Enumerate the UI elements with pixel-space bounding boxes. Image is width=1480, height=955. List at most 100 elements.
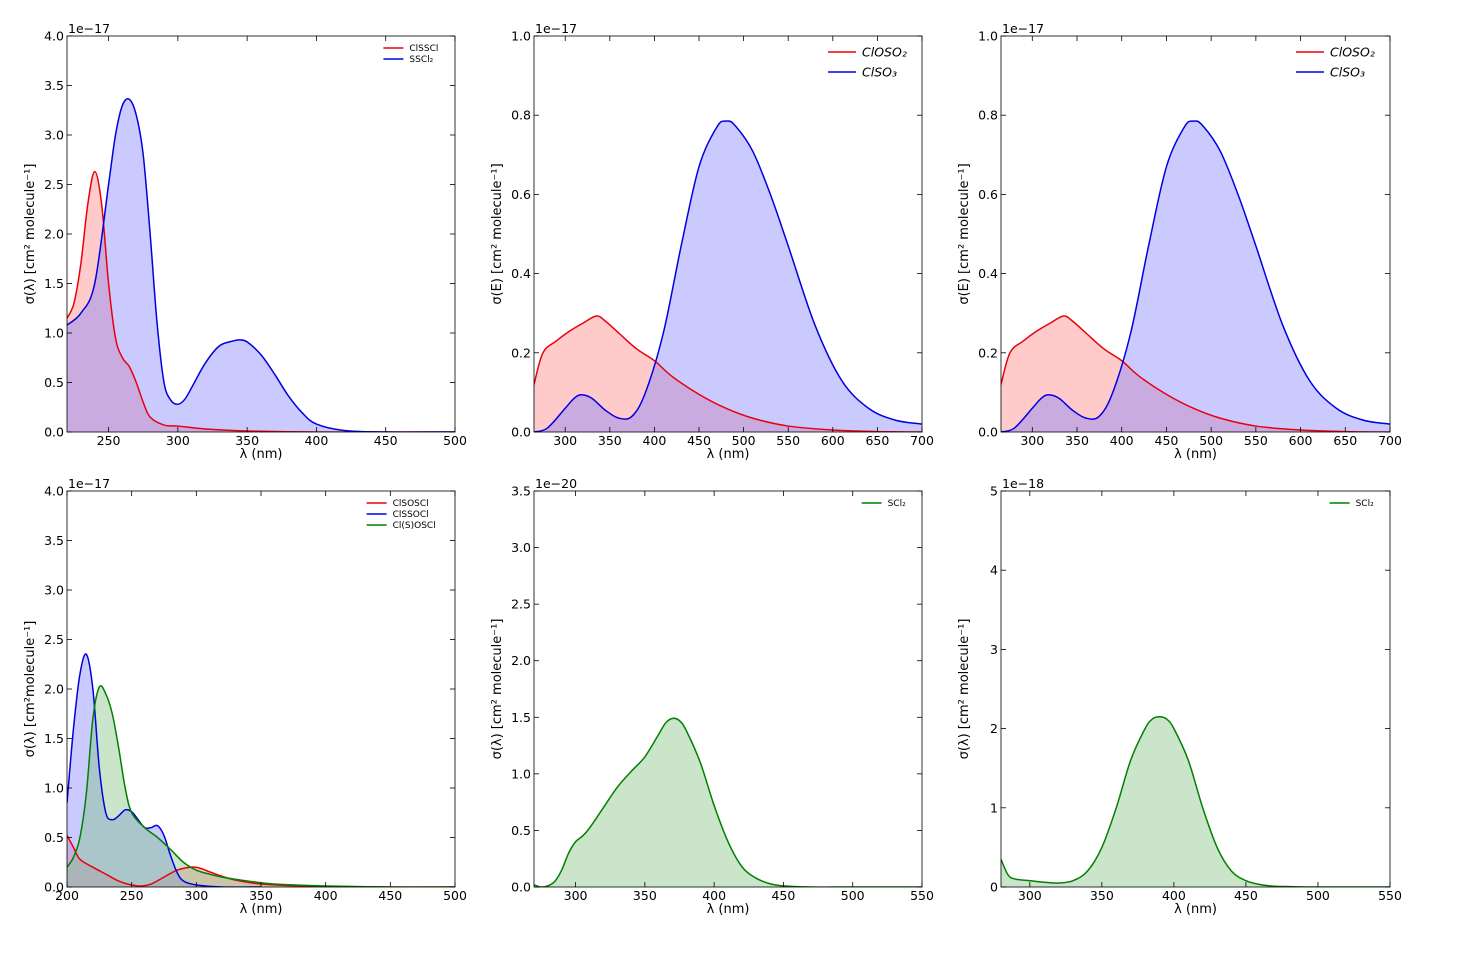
y-offset-label: 1e−18 <box>1002 476 1044 491</box>
x-tick-label: 300 <box>553 433 577 448</box>
x-axis-label: λ (nm) <box>240 447 283 462</box>
x-tick-label: 350 <box>633 888 657 903</box>
legend-entry: ClSO₃ <box>862 65 897 80</box>
y-axis-label: σ(λ) [cm²molecule⁻¹] <box>23 621 38 758</box>
series-area-1 <box>67 171 455 432</box>
y-tick-label: 0.4 <box>978 266 998 281</box>
x-tick-label: 450 <box>771 888 795 903</box>
y-tick-label: 1.5 <box>44 276 64 291</box>
legend-entry: ClSSOCl <box>393 510 429 520</box>
series-line-3 <box>67 684 455 887</box>
y-tick-label: 1.0 <box>44 781 64 796</box>
x-tick-label: 300 <box>564 888 588 903</box>
y-tick-label: 1.5 <box>511 710 531 725</box>
x-tick-label: 500 <box>1306 888 1330 903</box>
legend-entry: ClOSO₂ <box>862 45 907 60</box>
y-axis-label: σ(λ) [cm² molecule⁻¹] <box>490 619 505 760</box>
y-offset-label: 1e−17 <box>68 21 110 36</box>
y-offset-label: 1e−17 <box>1002 21 1044 36</box>
y-tick-label: 1.0 <box>511 29 531 44</box>
y-tick-label: 3.5 <box>44 78 64 93</box>
y-tick-label: 0.0 <box>511 425 531 440</box>
legend: SCl₂ <box>861 499 906 509</box>
x-tick-label: 400 <box>314 888 338 903</box>
x-tick-label: 400 <box>1110 433 1134 448</box>
y-tick-label: 0.6 <box>978 187 998 202</box>
x-axis-label: λ (nm) <box>707 447 750 462</box>
series-area-1 <box>534 718 922 887</box>
chart-panel-1: 250 300 350 400 450 500 0.0 0.5 1.0 1.5 2.0 2.5 3.0 3… <box>23 21 467 462</box>
plot-area <box>1001 715 1390 887</box>
y-tick-label: 0.0 <box>511 880 531 895</box>
series-area-1 <box>67 835 455 887</box>
x-tick-label: 200 <box>55 888 79 903</box>
axes-frame <box>1000 35 1391 433</box>
chart-panel-2: 300 350 400 450 500 550 600 650 700 0.0 0.2 0.4 0.6 0… <box>490 21 934 462</box>
plot-area <box>534 717 922 887</box>
series-line-1 <box>534 315 922 432</box>
y-tick-label: 2.5 <box>44 632 64 647</box>
y-tick-label: 0.2 <box>978 345 998 360</box>
y-tick-label: 0.5 <box>44 375 64 390</box>
x-tick-label: 450 <box>378 888 402 903</box>
series-line-2 <box>67 653 261 887</box>
series-area-3 <box>67 685 455 887</box>
legend-entry: ClSSCl <box>409 44 438 54</box>
y-tick-label: 3 <box>990 642 998 657</box>
y-offset-label: 1e−17 <box>535 21 577 36</box>
x-tick-label: 350 <box>1090 888 1114 903</box>
series-area-2 <box>67 653 261 887</box>
y-tick-label: 3.0 <box>44 128 64 143</box>
y-tick-label: 5 <box>990 484 998 499</box>
x-tick-label: 550 <box>1378 888 1402 903</box>
x-tick-label: 500 <box>841 888 865 903</box>
y-tick-label: 0.8 <box>511 108 531 123</box>
y-tick-label: 0.8 <box>978 108 998 123</box>
legend-entry: Cl(S)OSCl <box>393 521 436 531</box>
x-tick-label: 650 <box>865 433 889 448</box>
axes-frame <box>1000 490 1391 888</box>
legend-entry: SCl₂ <box>1356 499 1374 509</box>
x-tick-label: 450 <box>374 433 398 448</box>
y-tick-label: 2.5 <box>511 597 531 612</box>
x-tick-label: 300 <box>184 888 208 903</box>
y-tick-label: 2.0 <box>44 227 64 242</box>
series-line-1 <box>1001 315 1390 432</box>
y-tick-label: 2.0 <box>44 682 64 697</box>
series-area-2 <box>1001 120 1390 432</box>
y-tick-label: 0.0 <box>44 425 64 440</box>
y-tick-label: 1.5 <box>44 731 64 746</box>
y-tick-label: 0.0 <box>978 425 998 440</box>
y-tick-label: 0.5 <box>44 830 64 845</box>
y-tick-label: 0.0 <box>44 880 64 895</box>
x-axis-label: λ (nm) <box>1174 902 1217 917</box>
x-axis-label: λ (nm) <box>707 902 750 917</box>
y-tick-label: 1.0 <box>978 29 998 44</box>
x-tick-label: 700 <box>910 433 934 448</box>
legend-entry: ClSOSCl <box>393 499 429 509</box>
x-tick-label: 650 <box>1333 433 1357 448</box>
series-line-1 <box>1001 715 1390 887</box>
x-tick-label: 450 <box>1155 433 1179 448</box>
legend-entry: SCl₂ <box>888 499 906 509</box>
x-tick-label: 450 <box>687 433 711 448</box>
legend-entry: ClSO₃ <box>1330 65 1365 80</box>
y-axis-label: σ(E) [cm² molecule⁻¹] <box>957 163 972 304</box>
y-tick-label: 1 <box>990 800 998 815</box>
x-tick-label: 550 <box>1244 433 1268 448</box>
series-area-2 <box>67 98 455 432</box>
x-tick-label: 300 <box>1020 433 1044 448</box>
series-line-2 <box>1001 120 1390 432</box>
x-tick-label: 500 <box>443 888 467 903</box>
series-area-2 <box>534 120 922 432</box>
x-tick-label: 300 <box>1018 888 1042 903</box>
chart-panel-4: 200 250 300 350 400 450 500 0.0 0.5 1.0 1.5 2.0 2.5 3… <box>23 476 467 917</box>
legend-entry: ClOSO₂ <box>1330 45 1375 60</box>
legend-entry: SSCl₂ <box>409 55 433 65</box>
legend: ClOSO₂ ClSO₃ <box>1296 45 1375 80</box>
y-tick-label: 4.0 <box>44 29 64 44</box>
series-line-2 <box>67 98 455 432</box>
y-axis-label: σ(λ) [cm² molecule⁻¹] <box>957 619 972 760</box>
